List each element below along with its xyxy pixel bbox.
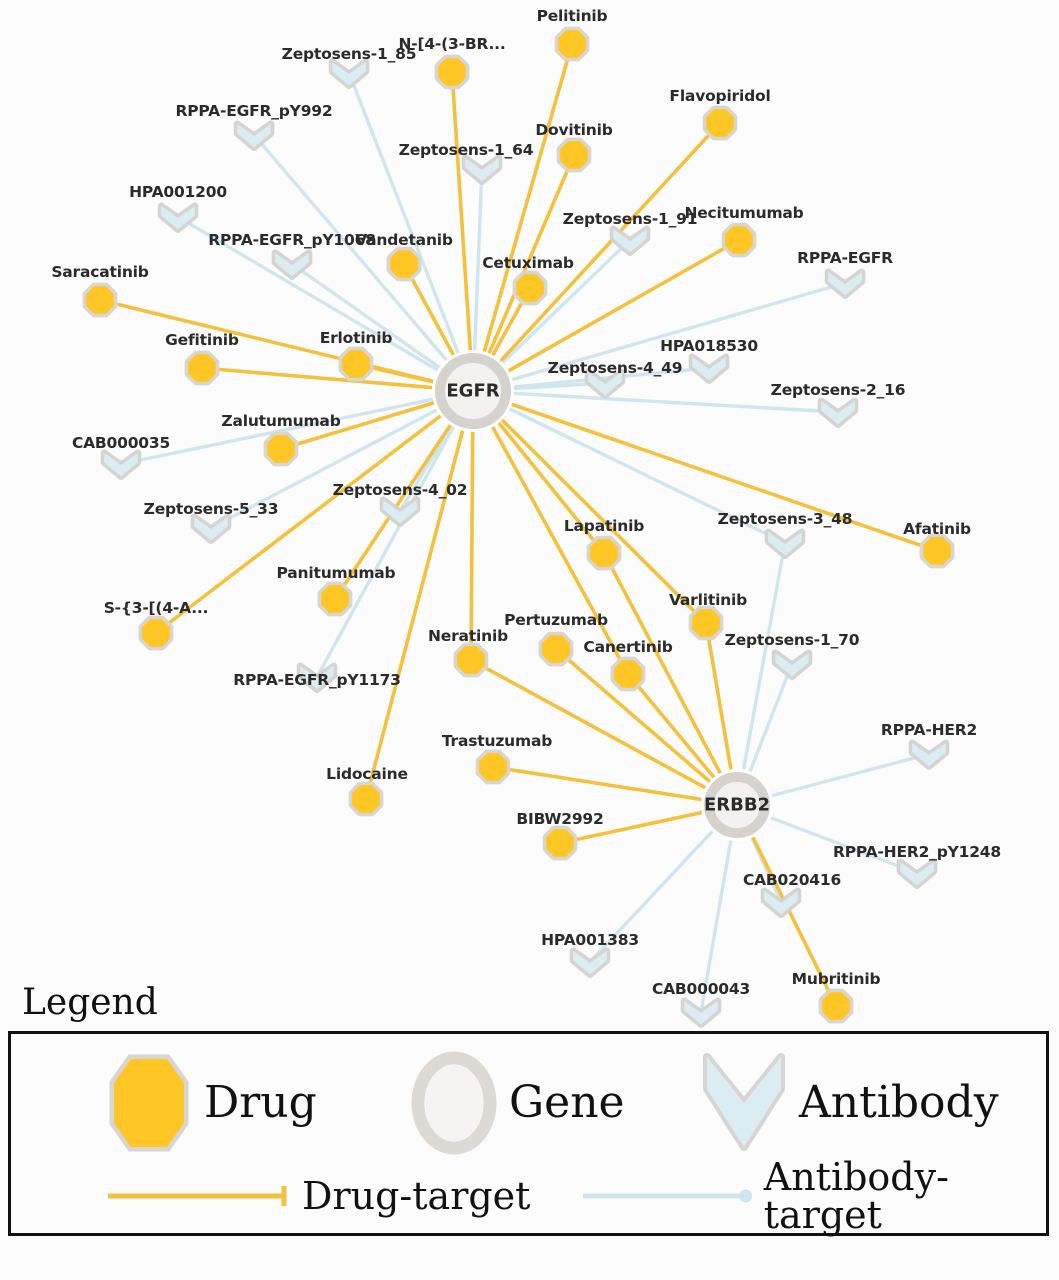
drug-node[interactable]: [919, 533, 955, 569]
antibody-node[interactable]: [824, 268, 866, 299]
drug-node[interactable]: [386, 246, 422, 282]
antibody-node[interactable]: [908, 739, 950, 770]
legend-box: Drug Gene Antibody: [8, 1031, 1049, 1236]
drug-node[interactable]: [263, 431, 299, 467]
gene-label: ERBB2: [704, 795, 770, 816]
antibody-node[interactable]: [680, 997, 722, 1028]
antibody-node[interactable]: [569, 947, 611, 978]
drug-node[interactable]: [688, 605, 724, 641]
nodes-layer: EGFR ERBB2: [82, 26, 955, 1028]
drug-node[interactable]: [453, 642, 489, 678]
drug-node[interactable]: [586, 535, 622, 571]
drug-node[interactable]: [702, 105, 738, 141]
antibody-node[interactable]: [233, 120, 275, 151]
legend-node-row: Drug Gene Antibody: [11, 1048, 1046, 1158]
legend-edge-row: Drug-target Antibody-target: [11, 1158, 1046, 1234]
gene-node[interactable]: ERBB2: [701, 769, 773, 841]
drug-node[interactable]: [538, 631, 574, 667]
drug-node[interactable]: [554, 26, 590, 62]
antibody-icon: [703, 1053, 785, 1151]
legend-title: Legend: [22, 982, 158, 1023]
antibody-node[interactable]: [190, 513, 232, 544]
drug-node[interactable]: [556, 137, 592, 173]
legend-label-antibody: Antibody: [799, 1077, 999, 1128]
drug-target-line-icon: [108, 1186, 287, 1206]
legend-item-drug: Drug: [106, 1048, 317, 1158]
drug-node[interactable]: [721, 222, 757, 258]
legend-label-gene: Gene: [509, 1077, 625, 1128]
drug-node[interactable]: [610, 656, 646, 692]
antibody-node[interactable]: [584, 368, 626, 399]
antibody-node[interactable]: [328, 58, 370, 89]
edges-layer: [98, 42, 939, 1014]
antibody-node[interactable]: [760, 887, 802, 918]
antibody-node[interactable]: [271, 249, 313, 280]
antibody-node[interactable]: [461, 154, 503, 185]
drug-node[interactable]: [184, 350, 220, 386]
drug-node[interactable]: [138, 615, 174, 651]
legend-item-gene: Gene: [411, 1048, 625, 1158]
antibody-node[interactable]: [764, 528, 806, 559]
legend-label-antibody-target: Antibody-target: [763, 1155, 949, 1237]
drug-node[interactable]: [317, 581, 353, 617]
antibody-node[interactable]: [896, 858, 938, 889]
drug-node[interactable]: [818, 988, 854, 1024]
legend-label-drug: Drug: [204, 1077, 317, 1128]
drug-node[interactable]: [82, 282, 118, 318]
legend-item-antibody: Antibody: [701, 1048, 999, 1158]
antibody-node[interactable]: [157, 202, 199, 233]
gene-node[interactable]: EGFR: [432, 350, 514, 432]
legend-label-drug-target: Drug-target: [302, 1174, 531, 1218]
antibody-target-line-icon: [582, 1189, 753, 1203]
antibody-node[interactable]: [817, 397, 859, 428]
gene-label: EGFR: [446, 381, 499, 402]
legend-edge-drug-target: Drug-target: [106, 1166, 530, 1226]
antibody-node[interactable]: [609, 225, 651, 256]
drug-icon: [109, 1054, 189, 1152]
drug-node[interactable]: [348, 781, 384, 817]
antibody-node[interactable]: [771, 649, 813, 680]
drug-node[interactable]: [512, 270, 548, 306]
antibody-node[interactable]: [100, 449, 142, 480]
drug-node[interactable]: [338, 346, 374, 382]
network-graph: EGFR ERBB2: [82, 26, 955, 1028]
antibody-node[interactable]: [296, 662, 338, 693]
antibody-node[interactable]: [379, 496, 421, 527]
legend: Legend Drug Gene: [0, 985, 1059, 1236]
drug-node[interactable]: [542, 825, 578, 861]
drug-node[interactable]: [434, 54, 470, 90]
antibody-node[interactable]: [688, 353, 730, 384]
legend-edge-antibody-target: Antibody-target: [581, 1158, 1046, 1234]
gene-icon: [411, 1051, 497, 1155]
drug-node[interactable]: [475, 749, 511, 785]
